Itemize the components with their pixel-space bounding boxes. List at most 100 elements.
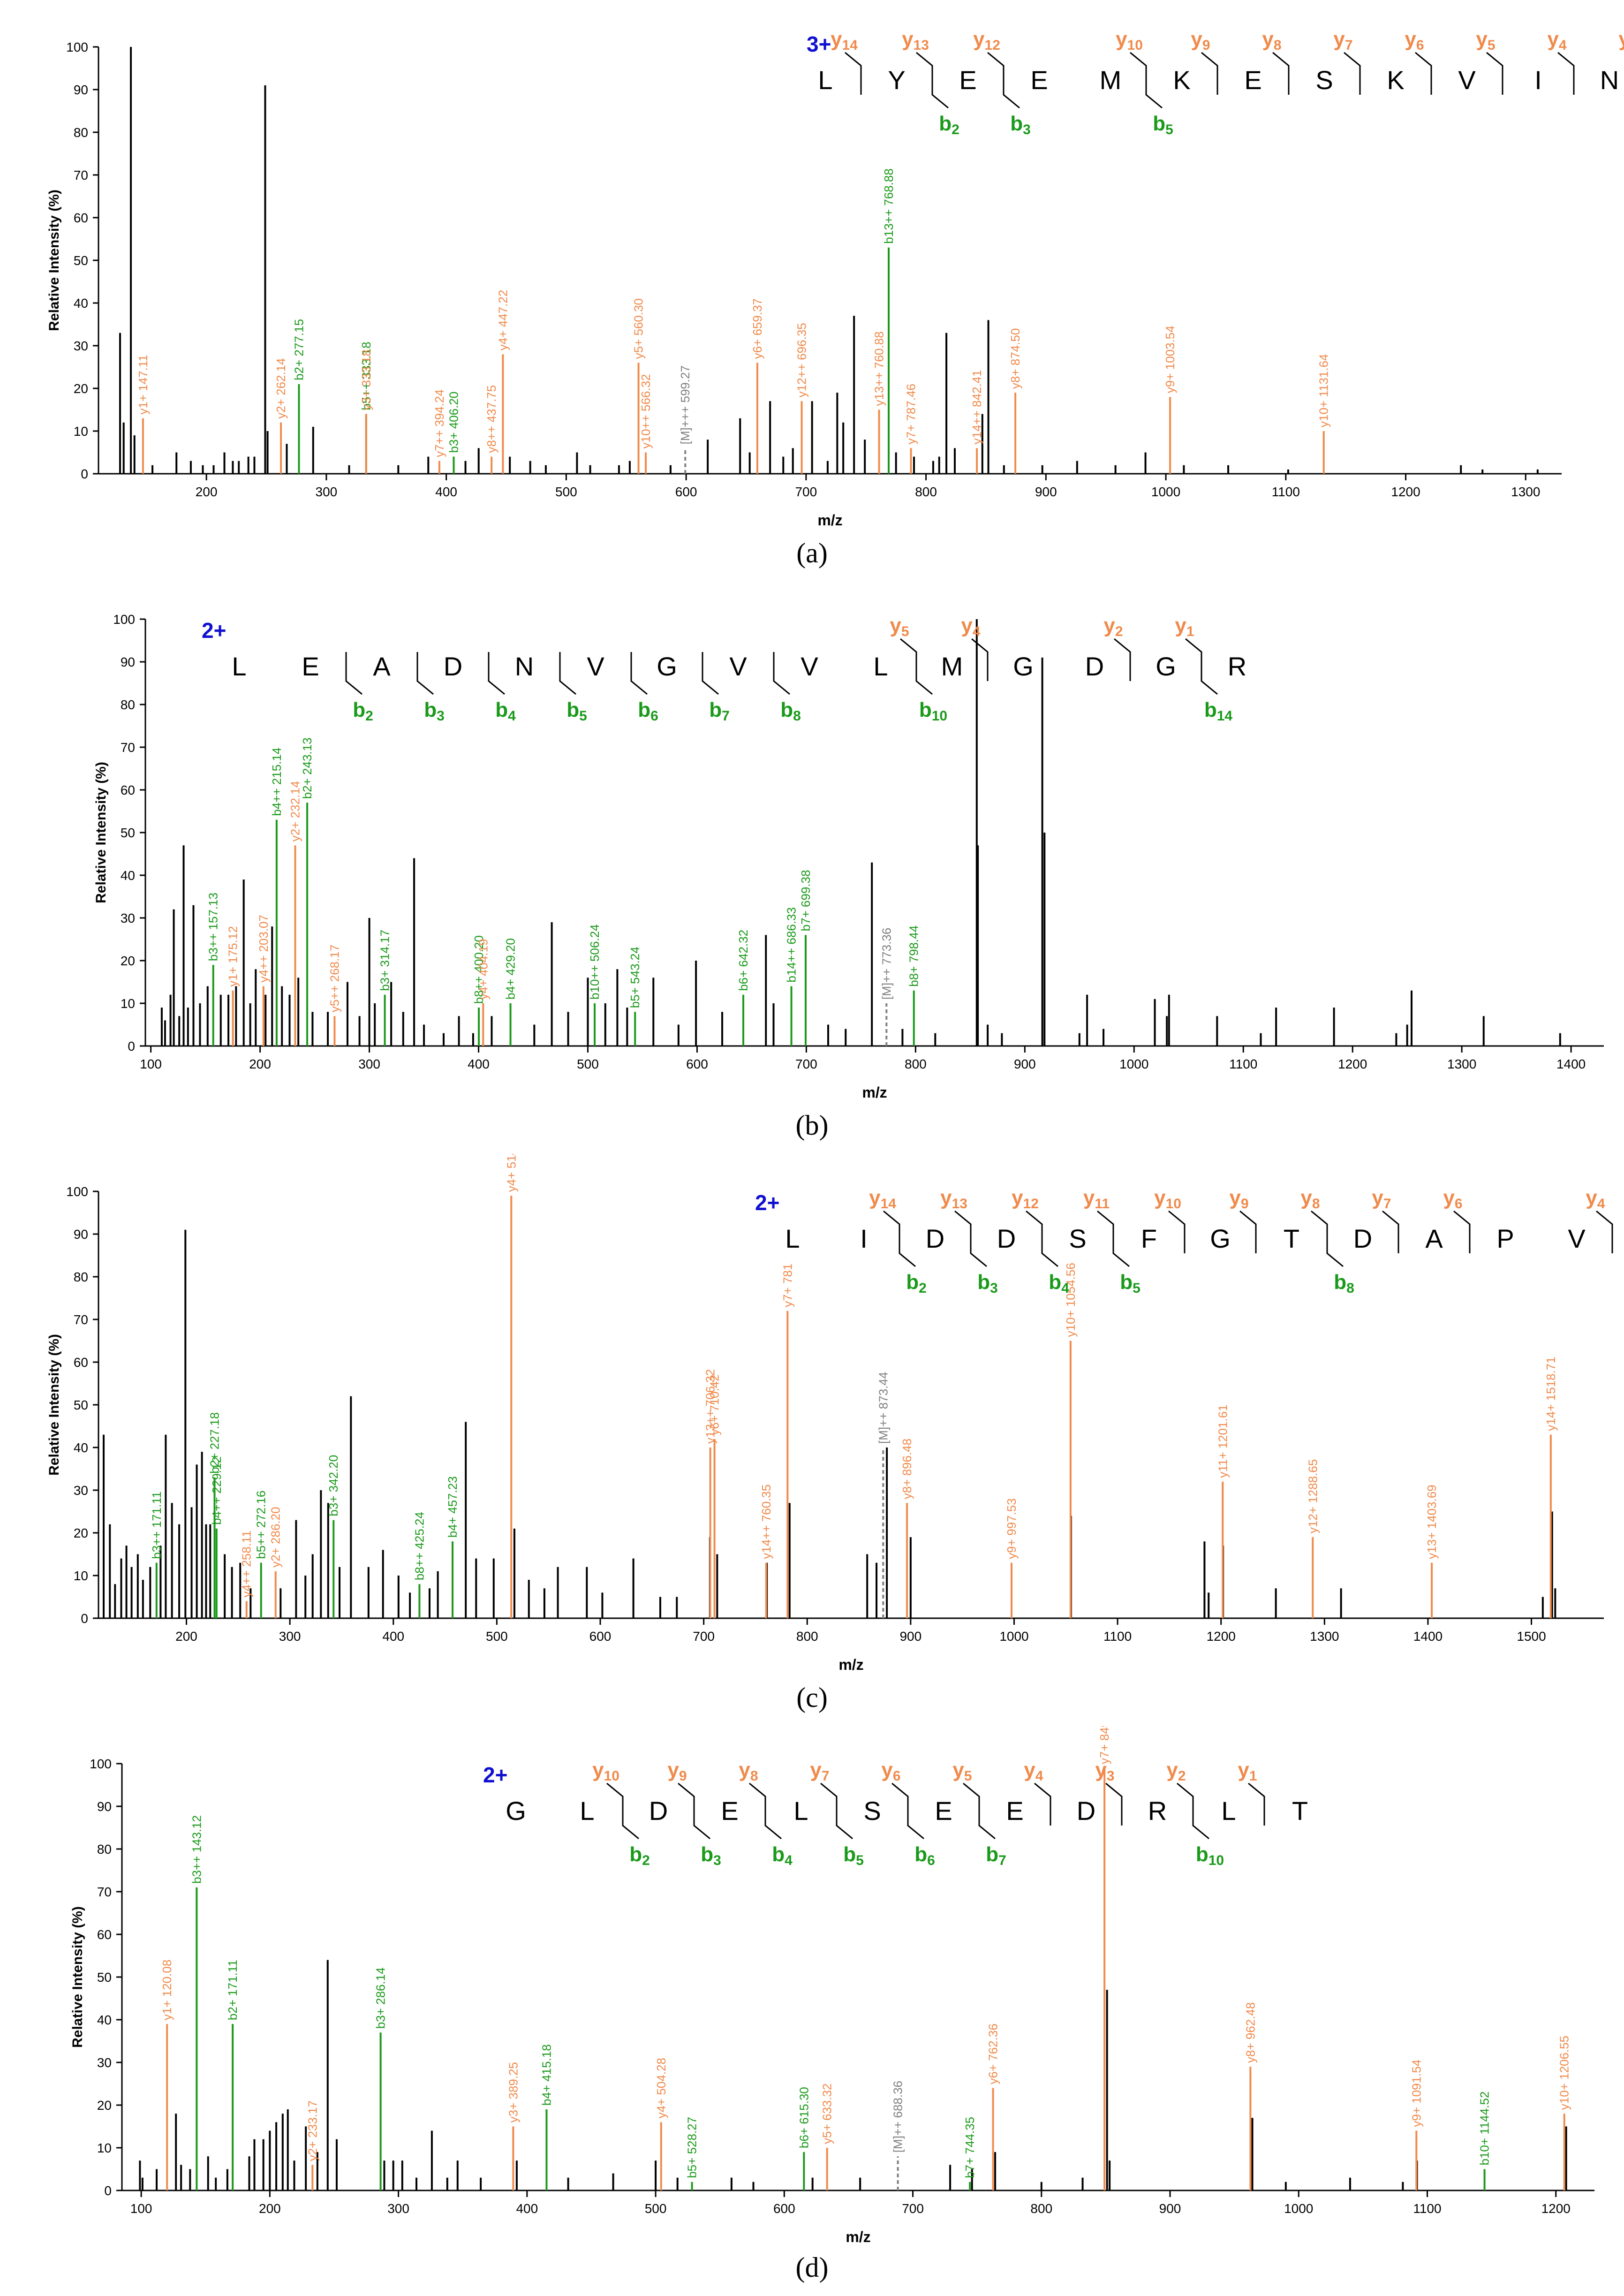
peak-label-c: b3++ 171.11	[150, 1492, 164, 1559]
residue-c: P	[1496, 1224, 1514, 1253]
x-tick-label-b: 500	[577, 1057, 599, 1071]
peak-label-c: y6+ 710.42	[708, 1374, 722, 1435]
b-ion-number-c: 8	[1346, 1281, 1354, 1296]
x-axis-label-d: m/z	[846, 2228, 870, 2245]
y-ion-label-d: y6	[881, 1758, 900, 1784]
peak-label-b: b10++ 506.24	[588, 924, 602, 1000]
x-tick-label-a: 600	[675, 485, 697, 499]
y-ion-bracket-c	[954, 1210, 972, 1253]
peak-label-b: [M]++ 773.36	[879, 928, 893, 1000]
y-tick-label-a: 0	[81, 467, 88, 481]
peak-label-a: b3+ 406.20	[446, 392, 461, 453]
b-ion-label-b: b8	[780, 698, 801, 724]
y-ion-bracket-d	[606, 1782, 624, 1826]
peak-label-d: y7+ 849	[1097, 1726, 1111, 1764]
residue-d: T	[1292, 1796, 1308, 1826]
x-tick-label-c: 1500	[1517, 1629, 1546, 1644]
y-ion-number-d: 10	[604, 1768, 619, 1784]
y-ion-bracket-c	[1239, 1210, 1257, 1253]
b-ion-number-d: 5	[856, 1853, 864, 1868]
y-tick-label-b: 90	[121, 655, 135, 669]
peak-label-c: b4+ 457.23	[446, 1476, 460, 1538]
y-ion-number-d: 9	[679, 1768, 687, 1784]
residue-a: K	[1387, 65, 1404, 95]
x-axis-label-b: m/z	[862, 1084, 887, 1101]
residue-d: L	[1221, 1796, 1236, 1826]
y-ion-bracket-d	[749, 1782, 766, 1826]
b-ion-label-b: b7	[709, 698, 730, 724]
y-tick-label-c: 0	[81, 1611, 88, 1626]
y-tick-label-c: 40	[74, 1440, 88, 1455]
x-tick-label-b: 1000	[1119, 1057, 1148, 1071]
residue-d: E	[721, 1796, 738, 1826]
residue-d: R	[1148, 1796, 1167, 1826]
y-ion-number-c: 12	[1023, 1196, 1039, 1212]
residue-a: S	[1315, 65, 1333, 95]
y-ion-bracket-a	[987, 52, 1005, 95]
b-ion-label-d: b5	[843, 1843, 864, 1868]
b-ion-bracket-d	[836, 1796, 853, 1840]
peak-label-d: b2+ 171.11	[226, 1960, 240, 2020]
y-ion-label-a: y4	[1547, 28, 1566, 53]
spectrum-chart-a: 0 10 20 30 40 50 60 70 80 90 100 200 300 400 500 600 700…	[46, 28, 1624, 529]
residue-b: A	[373, 652, 391, 681]
b-ion-label-b: b10	[919, 698, 947, 724]
y-tick-label-d: 70	[97, 1885, 112, 1899]
x-tick-label-b: 100	[140, 1057, 162, 1071]
y-ion-label-b: y1	[1175, 614, 1194, 639]
b-ion-label-b: b4	[495, 698, 516, 724]
residue-c: L	[785, 1224, 800, 1253]
y-axis-label-d: Relative Intensity (%)	[70, 1906, 85, 2048]
y-ion-number-c: 10	[1166, 1196, 1181, 1212]
residue-c: D	[926, 1224, 944, 1253]
y-ion-label-c: y13	[940, 1186, 967, 1212]
y-ion-bracket-d	[891, 1782, 909, 1826]
b-ion-number-d: 7	[998, 1853, 1006, 1868]
b-ion-label-d: b10	[1196, 1843, 1224, 1868]
spectrum-panel-d: 0 10 20 30 40 50 60 70 80 90 100 100 200 300 400 500 600…	[0, 1726, 1624, 2247]
residue-b: G	[1156, 652, 1176, 681]
b-ion-label-c: b2	[906, 1271, 927, 1296]
b-ion-bracket-b	[773, 652, 790, 695]
y-ion-number-d: 5	[964, 1768, 972, 1784]
y-ion-bracket-a	[1486, 52, 1503, 95]
peak-label-a: y2+ 262.14	[274, 358, 288, 418]
peak-label-d: y5+ 633.32	[820, 2084, 834, 2144]
x-tick-label-b: 900	[1014, 1057, 1036, 1071]
x-tick-label-d: 1100	[1413, 2201, 1441, 2216]
residue-a: M	[1100, 65, 1122, 95]
y-ion-bracket-d	[678, 1782, 695, 1826]
peak-label-b: b4+ 429.20	[504, 938, 518, 1000]
peak-label-a: y14++ 842.41	[970, 370, 984, 444]
y-ion-bracket-d	[1105, 1782, 1123, 1826]
residue-c: S	[1069, 1224, 1086, 1253]
y-ion-label-c: y14	[869, 1186, 896, 1212]
y-ion-label-a: y8	[1262, 28, 1281, 53]
y-ion-number-d: 6	[893, 1768, 901, 1784]
y-tick-label-a: 50	[74, 253, 88, 268]
peak-label-c: y2+ 286.20	[269, 1507, 283, 1568]
y-ion-number-b: 1	[1186, 624, 1194, 639]
peak-label-b: b8++ 400.20	[472, 935, 486, 1004]
peak-label-c: b5++ 272.16	[254, 1491, 268, 1559]
x-tick-label-a: 300	[316, 485, 338, 499]
y-ion-bracket-a	[916, 52, 933, 95]
y-tick-label-a: 10	[74, 424, 88, 439]
x-tick-label-d: 600	[773, 2201, 795, 2216]
y-ion-number-a: 7	[1345, 38, 1353, 53]
y-tick-label-b: 100	[113, 612, 135, 627]
x-tick-label-c: 700	[693, 1629, 715, 1644]
peak-label-d: y6+ 762.36	[986, 2023, 1000, 2084]
y-ion-number-c: 13	[952, 1196, 967, 1212]
x-tick-label-b: 600	[686, 1057, 708, 1071]
b-ion-label-b: b6	[638, 698, 658, 724]
y-ion-bracket-d	[1034, 1782, 1051, 1826]
residue-c: F	[1141, 1224, 1157, 1253]
residue-c: G	[1210, 1224, 1231, 1253]
peak-label-a: y10++ 566.32	[639, 374, 653, 448]
b-ion-bracket-d	[1192, 1796, 1209, 1840]
y-ion-label-c: y7	[1372, 1186, 1391, 1212]
residue-a: K	[1173, 65, 1190, 95]
y-tick-label-c: 30	[74, 1483, 88, 1498]
y-tick-label-d: 90	[97, 1799, 112, 1814]
